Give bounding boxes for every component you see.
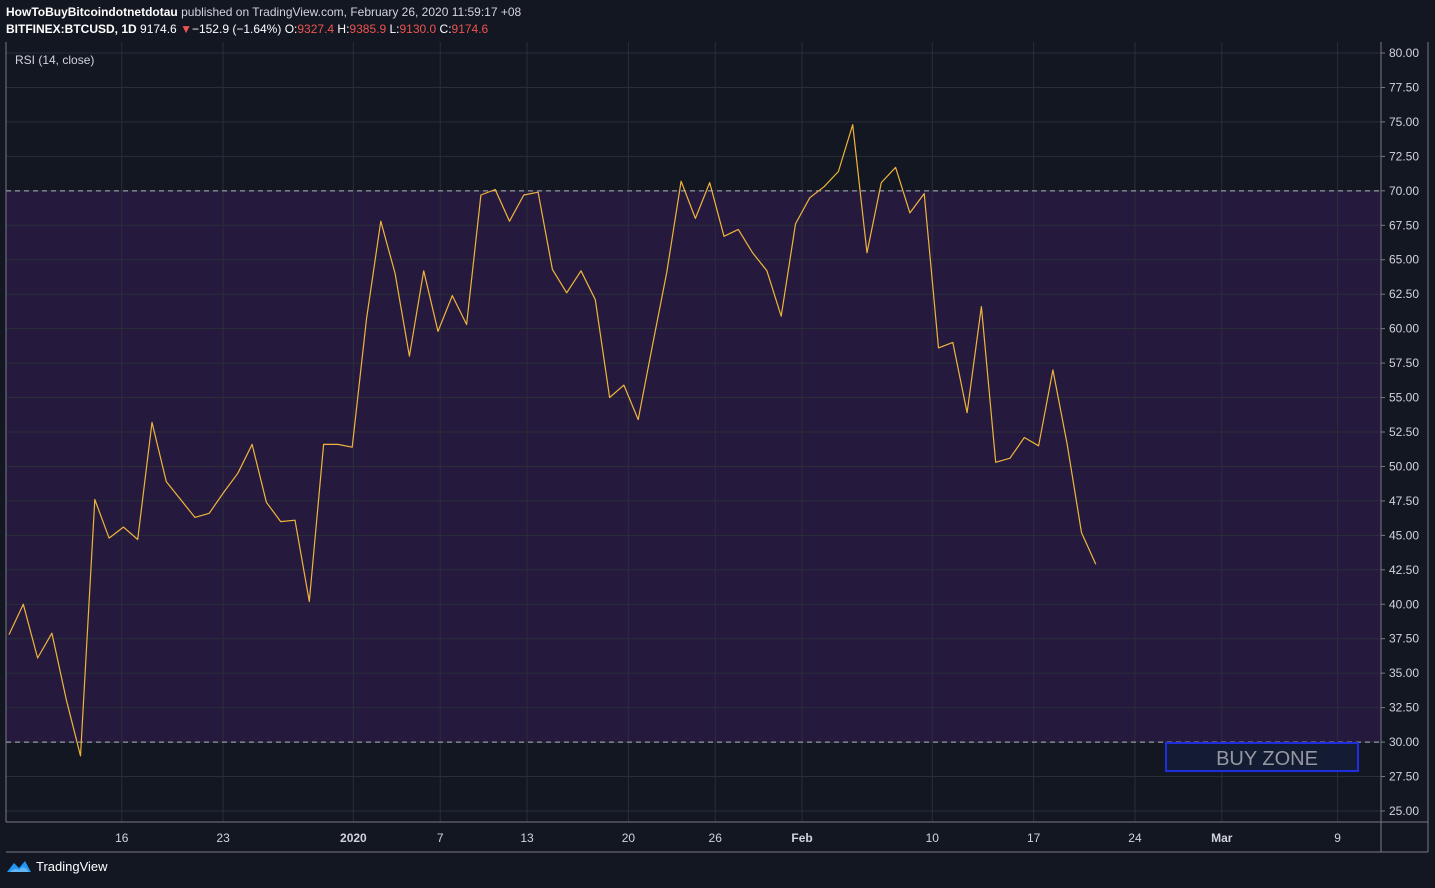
down-arrow-icon: ▼ — [180, 22, 192, 36]
open-label: O: — [284, 22, 298, 36]
x-tick-label: 9 — [1334, 831, 1341, 845]
close-label: C: — [439, 22, 452, 36]
y-tick-label: 60.00 — [1389, 322, 1419, 336]
buy-zone-label: BUY ZONE — [1216, 748, 1318, 770]
low-value: 9130.0 — [399, 22, 437, 36]
y-tick-label: 50.00 — [1389, 459, 1419, 473]
indicator-label[interactable]: RSI (14, close) — [15, 53, 95, 67]
x-tick-label: 23 — [216, 831, 230, 845]
y-tick-label: 77.50 — [1389, 80, 1419, 94]
x-tick-label: 13 — [520, 831, 534, 845]
high-label: H: — [337, 22, 350, 36]
high-value: 9385.9 — [349, 22, 387, 36]
tradingview-logo-icon — [7, 861, 31, 872]
y-tick-label: 27.50 — [1389, 770, 1419, 784]
level-lines-layer — [6, 190, 1381, 743]
footer-brand[interactable]: TradingView — [6, 858, 108, 874]
y-tick-label: 25.00 — [1389, 804, 1419, 818]
x-tick-label: 17 — [1027, 831, 1041, 845]
open-value: 9327.4 — [297, 22, 335, 36]
y-tick-label: 70.00 — [1389, 184, 1419, 198]
chart-header: HowToBuyBitcoindotnetdotau published on … — [6, 4, 521, 38]
x-tick-label: 7 — [437, 831, 444, 845]
x-tick-label: Feb — [791, 831, 812, 845]
y-tick-label: 47.50 — [1389, 494, 1419, 508]
y-tick-label: 65.00 — [1389, 253, 1419, 267]
brand-name: TradingView — [36, 858, 108, 874]
x-tick-label: 24 — [1128, 831, 1142, 845]
buy-zone-box — [1165, 742, 1359, 772]
y-tick-label: 35.00 — [1389, 666, 1419, 680]
author-name[interactable]: HowToBuyBitcoindotnetdotau — [6, 5, 178, 19]
published-text: published on TradingView.com, February 2… — [181, 5, 522, 19]
y-tick-label: 32.50 — [1389, 701, 1419, 715]
y-tick-label: 40.00 — [1389, 597, 1419, 611]
y-tick-label: 37.50 — [1389, 632, 1419, 646]
rsi-series-layer — [8, 124, 1097, 757]
publish-line: HowToBuyBitcoindotnetdotau published on … — [6, 4, 521, 21]
y-tick-label: 62.50 — [1389, 287, 1419, 301]
axes-layer: 80.00 77.50 75.00 72.50 70.00 67.50 65.00 62.50… — [5, 42, 1429, 853]
y-tick-label: 52.50 — [1389, 425, 1419, 439]
x-tick-label: 2020 — [340, 831, 367, 845]
x-tick-label: 16 — [115, 831, 129, 845]
y-tick-label: 55.00 — [1389, 391, 1419, 405]
x-tick-label: Mar — [1211, 831, 1233, 845]
y-tick-label: 42.50 — [1389, 563, 1419, 577]
y-tick-label: 67.50 — [1389, 218, 1419, 232]
symbol-label[interactable]: BITFINEX:BTCUSD, 1D — [6, 22, 137, 36]
last-price: 9174.6 — [140, 22, 177, 36]
price-change: −152.9 (−1.64%) — [191, 22, 282, 36]
y-tick-label: 30.00 — [1389, 735, 1419, 749]
x-tick-label: 20 — [622, 831, 636, 845]
y-tick-label: 75.00 — [1389, 115, 1419, 129]
y-tick-label: 45.00 — [1389, 528, 1419, 542]
close-value: 9174.6 — [451, 22, 489, 36]
buy-zone-layer: BUY ZONE — [1165, 742, 1359, 772]
grid-layer — [6, 42, 1381, 822]
rsi-line — [8, 124, 1097, 757]
ohlc-line: BITFINEX:BTCUSD, 1D 9174.6 ▼−152.9 (−1.6… — [6, 21, 521, 38]
y-tick-label: 72.50 — [1389, 149, 1419, 163]
y-tick-label: 57.50 — [1389, 356, 1419, 370]
x-tick-label: 26 — [709, 831, 723, 845]
x-tick-label: 10 — [926, 831, 940, 845]
y-tick-label: 80.00 — [1389, 46, 1419, 60]
low-label: L: — [389, 22, 400, 36]
